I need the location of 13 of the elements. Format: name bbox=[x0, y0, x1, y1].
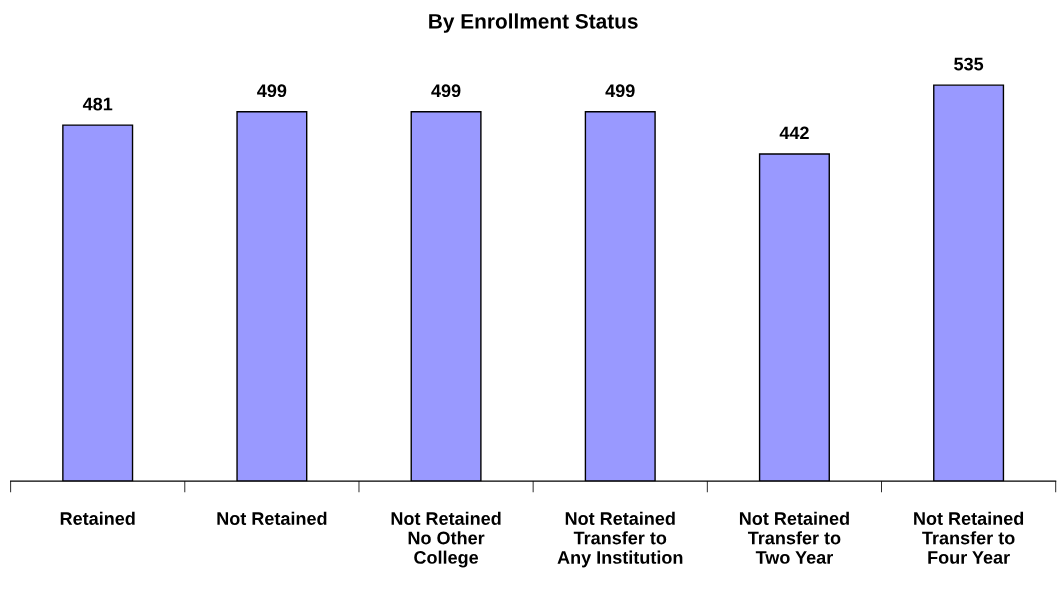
data-label: 535 bbox=[954, 57, 984, 71]
data-label: 499 bbox=[431, 84, 461, 98]
x-tick-label: Retained bbox=[60, 511, 135, 525]
data-label: 481 bbox=[82, 97, 113, 111]
x-tick-label: Not Retained bbox=[217, 511, 327, 525]
x-tick-label: Not Retained No Other College bbox=[391, 511, 501, 568]
data-label: 442 bbox=[779, 126, 809, 140]
x-tick-label: Not Retained Transfer to Four Year bbox=[914, 511, 1024, 564]
data-label: 499 bbox=[257, 84, 287, 98]
data-label: 499 bbox=[605, 84, 635, 98]
x-tick-label: Not Retained Transfer to Two Year bbox=[739, 511, 849, 564]
x-tick-label: Not Retained Transfer to Any Institution bbox=[557, 511, 683, 568]
chart-title: By Enrollment Status bbox=[429, 13, 638, 33]
